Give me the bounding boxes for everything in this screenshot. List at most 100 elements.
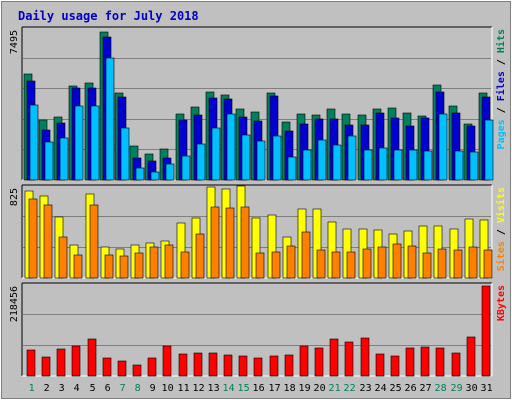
bar-pages-day-16 xyxy=(256,140,266,181)
bar-pages-day-27 xyxy=(423,150,433,181)
bar-kbytes-day-22 xyxy=(344,341,354,377)
y-axis-max-label: 218456 xyxy=(9,286,20,322)
bar-kbytes-day-12 xyxy=(193,352,203,377)
panel-visits: 825 Sites / Visits xyxy=(9,184,507,279)
bar-pages-day-29 xyxy=(454,150,464,181)
x-tick-label: 2 xyxy=(44,383,50,394)
x-tick-label: 22 xyxy=(344,383,356,394)
x-tick-label: 8 xyxy=(135,383,141,394)
bar-sites-day-31 xyxy=(483,249,493,279)
bar-sites-day-19 xyxy=(301,231,311,279)
x-tick-label: 19 xyxy=(299,383,311,394)
bar-pages-day-14 xyxy=(226,113,236,181)
x-tick-label: 9 xyxy=(150,383,156,394)
series-kbytes xyxy=(26,285,491,377)
bar-pages-day-13 xyxy=(211,127,221,181)
bar-pages-day-30 xyxy=(469,151,479,181)
legend-entry: KBytes xyxy=(496,285,507,321)
bar-sites-day-5 xyxy=(89,204,99,279)
bar-sites-day-14 xyxy=(225,207,235,279)
bar-kbytes-day-7 xyxy=(117,360,127,377)
bar-pages-day-18 xyxy=(287,156,297,181)
bar-kbytes-day-2 xyxy=(41,356,51,377)
bar-kbytes-day-11 xyxy=(178,353,188,377)
bar-sites-day-28 xyxy=(437,248,447,279)
bar-kbytes-day-30 xyxy=(466,336,476,377)
bar-kbytes-day-3 xyxy=(56,348,66,377)
bar-pages-day-4 xyxy=(74,105,84,181)
bar-pages-day-17 xyxy=(272,135,282,181)
x-tick-label: 13 xyxy=(208,383,220,394)
bar-kbytes-day-24 xyxy=(375,353,385,377)
bar-sites-day-30 xyxy=(468,246,478,279)
bar-sites-day-15 xyxy=(240,206,250,279)
bar-sites-day-9 xyxy=(149,246,159,279)
bar-kbytes-day-26 xyxy=(405,347,415,377)
bar-sites-day-10 xyxy=(164,244,174,279)
bar-sites-day-22 xyxy=(346,251,356,279)
y-axis-max-label: 7495 xyxy=(9,30,20,54)
x-tick-label: 5 xyxy=(90,383,96,394)
x-tick-label: 1 xyxy=(29,383,35,394)
bar-kbytes-day-8 xyxy=(132,364,142,377)
legend-entry: / xyxy=(496,53,507,71)
bar-pages-day-28 xyxy=(438,113,448,181)
bar-kbytes-day-5 xyxy=(87,338,97,377)
bar-kbytes-day-27 xyxy=(420,346,430,377)
bar-kbytes-day-17 xyxy=(269,355,279,377)
x-tick-label: 29 xyxy=(451,383,463,394)
bar-sites-day-17 xyxy=(271,251,281,279)
x-tick-label: 23 xyxy=(360,383,372,394)
x-tick-label: 12 xyxy=(193,383,205,394)
bar-kbytes-day-29 xyxy=(451,352,461,377)
x-tick-label: 15 xyxy=(238,383,250,394)
bar-kbytes-day-16 xyxy=(253,357,263,377)
x-tick-label: 17 xyxy=(269,383,281,394)
series-sites xyxy=(28,198,493,279)
bar-sites-day-21 xyxy=(331,251,341,279)
x-tick-label: 21 xyxy=(329,383,341,394)
bar-kbytes-day-9 xyxy=(147,357,157,377)
bar-sites-day-26 xyxy=(407,245,417,279)
bar-kbytes-day-4 xyxy=(71,345,81,377)
bar-pages-day-31 xyxy=(484,119,494,181)
bar-kbytes-day-13 xyxy=(208,352,218,377)
bar-pages-day-26 xyxy=(408,149,418,181)
x-tick-label: 26 xyxy=(405,383,417,394)
x-tick-label: 4 xyxy=(74,383,80,394)
bar-sites-day-4 xyxy=(73,254,83,279)
x-tick-label: 31 xyxy=(481,383,493,394)
bar-kbytes-day-20 xyxy=(314,347,324,377)
bar-pages-day-19 xyxy=(302,149,312,181)
x-tick-label: 25 xyxy=(390,383,402,394)
bar-sites-day-27 xyxy=(422,252,432,279)
x-tick-label: 14 xyxy=(223,383,235,394)
bar-sites-day-11 xyxy=(180,251,190,279)
bar-pages-day-3 xyxy=(59,137,69,181)
bar-pages-day-5 xyxy=(90,105,100,181)
legend-entry: Sites xyxy=(495,241,507,271)
bar-pages-day-23 xyxy=(363,149,373,181)
x-tick-label: 24 xyxy=(375,383,387,394)
legend-entry: Files xyxy=(495,71,507,101)
bar-sites-day-29 xyxy=(453,249,463,279)
legend-kbytes: KBytes xyxy=(496,285,507,321)
x-tick-label: 20 xyxy=(314,383,326,394)
legend-entry: / xyxy=(496,223,507,241)
bar-sites-day-1 xyxy=(28,198,38,279)
bar-sites-day-13 xyxy=(210,206,220,279)
bar-kbytes-day-18 xyxy=(284,354,294,377)
bar-pages-day-8 xyxy=(135,167,145,181)
bar-sites-day-20 xyxy=(316,249,326,279)
x-tick-label: 18 xyxy=(284,383,296,394)
x-axis-labels: 1 2 3 4 5 6 7 8 9 10 11 12 13 14 15 16 17 18 19 20 21 22 23 24 2… xyxy=(29,383,493,394)
bar-sites-day-12 xyxy=(195,233,205,279)
bar-kbytes-day-14 xyxy=(223,354,233,377)
bar-sites-day-3 xyxy=(58,236,68,279)
legend-traffic: Pages / Files / Hits xyxy=(495,29,507,149)
x-tick-label: 11 xyxy=(178,383,190,394)
bar-sites-day-2 xyxy=(43,204,53,279)
x-tick-label: 16 xyxy=(253,383,265,394)
bar-pages-day-2 xyxy=(44,141,54,181)
